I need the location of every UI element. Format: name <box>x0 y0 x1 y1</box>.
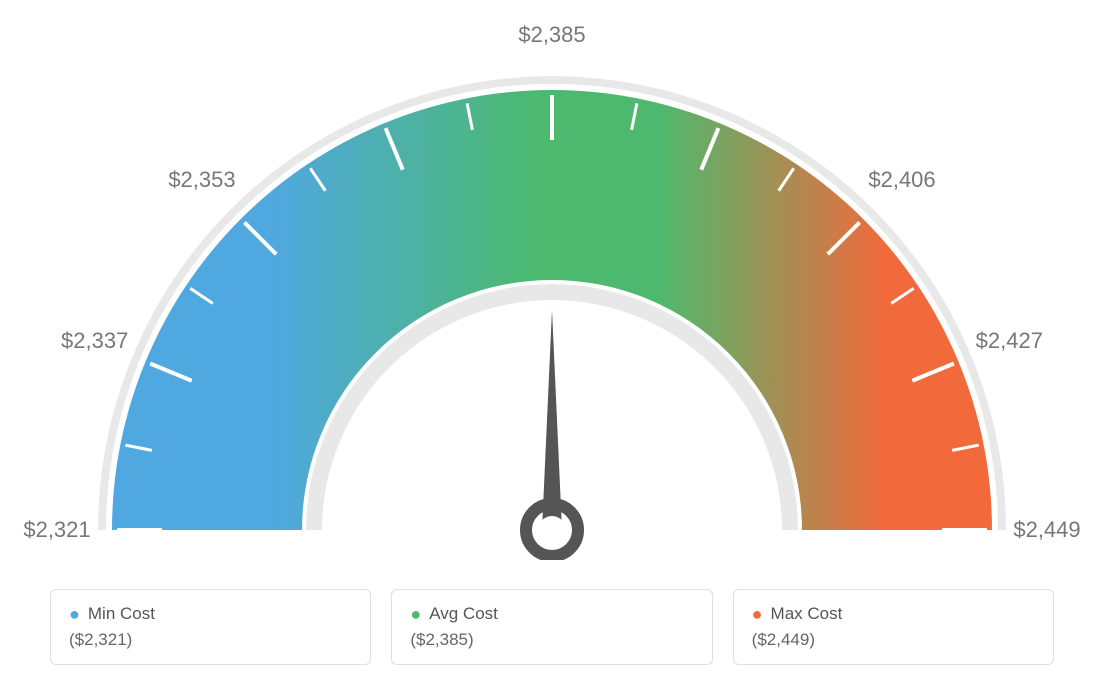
gauge-tick-label: $2,353 <box>168 167 235 193</box>
gauge-tick-label: $2,449 <box>1013 517 1080 543</box>
summary-row: ● Min Cost ($2,321) ● Avg Cost ($2,385) … <box>50 589 1054 665</box>
avg-cost-title-row: ● Avg Cost <box>410 604 693 624</box>
min-cost-card: ● Min Cost ($2,321) <box>50 589 371 665</box>
gauge-tick-label: $2,427 <box>976 328 1043 354</box>
max-cost-value: ($2,449) <box>752 630 1035 650</box>
min-cost-value: ($2,321) <box>69 630 352 650</box>
avg-cost-value: ($2,385) <box>410 630 693 650</box>
max-cost-title: Max Cost <box>771 604 843 624</box>
bullet-icon: ● <box>410 605 421 623</box>
bullet-icon: ● <box>752 605 763 623</box>
gauge-tick-label: $2,321 <box>23 517 90 543</box>
avg-cost-card: ● Avg Cost ($2,385) <box>391 589 712 665</box>
gauge-svg <box>0 0 1104 560</box>
gauge-tick-label: $2,406 <box>868 167 935 193</box>
avg-cost-title: Avg Cost <box>429 604 498 624</box>
gauge-tick-label: $2,337 <box>61 328 128 354</box>
max-cost-card: ● Max Cost ($2,449) <box>733 589 1054 665</box>
max-cost-title-row: ● Max Cost <box>752 604 1035 624</box>
gauge-tick-label: $2,385 <box>518 22 585 48</box>
bullet-icon: ● <box>69 605 80 623</box>
min-cost-title: Min Cost <box>88 604 155 624</box>
min-cost-title-row: ● Min Cost <box>69 604 352 624</box>
chart-container: $2,321 $2,337 $2,353 $2,385 $2,406 $2,427 $2,4… <box>0 0 1104 690</box>
gauge-chart: $2,321 $2,337 $2,353 $2,385 $2,406 $2,427 $2,4… <box>0 0 1104 560</box>
